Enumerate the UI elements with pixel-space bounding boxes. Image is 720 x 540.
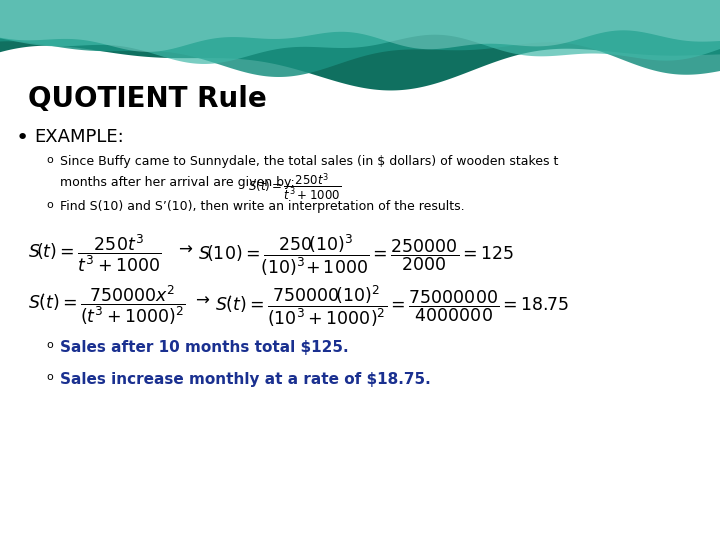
Text: Sales after 10 months total $125.: Sales after 10 months total $125. bbox=[60, 340, 348, 355]
Text: $S'\!\!\left(t\right)=\dfrac{750000\!\left(10\right)^2}{\left(10^3+1000\right)^2: $S'\!\!\left(t\right)=\dfrac{750000\!\le… bbox=[215, 283, 570, 329]
Text: $S\!\left(10\right)=\dfrac{250\!\left(10\right)^3}{\!\left(10\right)^3\!+1000}=\: $S\!\left(10\right)=\dfrac{250\!\left(10… bbox=[198, 232, 514, 278]
Polygon shape bbox=[0, 0, 720, 77]
Text: EXAMPLE:: EXAMPLE: bbox=[34, 128, 124, 146]
Text: Find S(10) and S’(10), then write an interpretation of the results.: Find S(10) and S’(10), then write an int… bbox=[60, 200, 464, 213]
Polygon shape bbox=[0, 0, 720, 91]
Text: $S'\!\!\left(t\right)=\dfrac{750000x^2}{\left(t^3+1000\right)^2}$: $S'\!\!\left(t\right)=\dfrac{750000x^2}{… bbox=[28, 283, 186, 327]
Polygon shape bbox=[0, 0, 720, 52]
Text: months after her arrival are given by:: months after her arrival are given by: bbox=[60, 176, 294, 189]
Text: o: o bbox=[46, 155, 53, 165]
Text: $S(t)=\dfrac{250t^3}{t^3+1000}$: $S(t)=\dfrac{250t^3}{t^3+1000}$ bbox=[248, 172, 341, 204]
Text: $\rightarrow$: $\rightarrow$ bbox=[175, 239, 194, 257]
Text: $S\!\left(t\right)=\dfrac{250t^3}{t^3+1000}$: $S\!\left(t\right)=\dfrac{250t^3}{t^3+10… bbox=[28, 232, 162, 274]
Text: Sales increase monthly at a rate of $18.75.: Sales increase monthly at a rate of $18.… bbox=[60, 372, 431, 387]
Text: Since Buffy came to Sunnydale, the total sales (in $ dollars) of wooden stakes t: Since Buffy came to Sunnydale, the total… bbox=[60, 155, 559, 168]
Text: o: o bbox=[46, 200, 53, 210]
Polygon shape bbox=[0, 0, 720, 64]
Text: $\rightarrow$: $\rightarrow$ bbox=[192, 290, 210, 308]
Text: o: o bbox=[46, 372, 53, 382]
Text: •: • bbox=[16, 128, 30, 148]
Text: o: o bbox=[46, 340, 53, 350]
Text: QUOTIENT Rule: QUOTIENT Rule bbox=[28, 85, 266, 113]
